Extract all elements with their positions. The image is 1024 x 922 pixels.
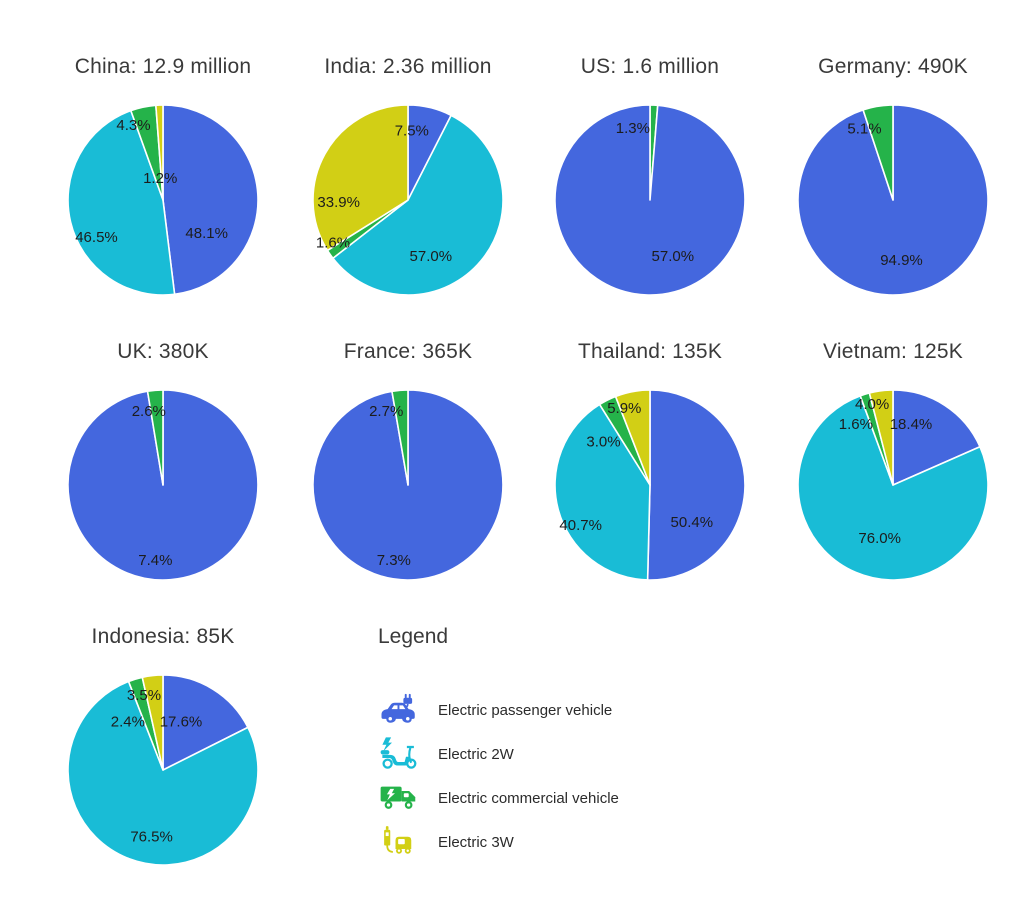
legend-item-electric-commercial-vehicle: Electric commercial vehicle [378,776,738,820]
pie-wrap: 94.9% 5.1% [771,102,1015,298]
pie-slice [146,389,164,486]
pie-wrap: 17.6% 76.5% 2.4% 3.5% [41,672,285,868]
pie-slice-label: 57.0% [652,248,695,265]
pie-wrap: 50.4% 40.7% 3.0% 5.9% [528,387,772,583]
legend-label: Electric 2W [438,745,514,763]
pie-title-india: India: 2.36 million [324,55,492,78]
pie-slice [892,389,981,486]
legend-label: Electric passenger vehicle [438,701,613,719]
pie-cell-uk: UK: 380K 7.4% 2.6% [41,325,285,583]
pie-slice-label: 50.4% [671,514,714,531]
pie-slice-label: 5.9% [607,400,641,417]
pie-chart-china: 48.1% 46.5% 4.3% 1.2% [67,104,259,296]
pie-chart-france: 7.3% 2.7% [312,389,504,581]
pie-slice [162,104,259,296]
pie-slice [797,395,989,581]
pie-chart-germany: 94.9% 5.1% [797,104,989,296]
pie-cell-vietnam: Vietnam: 125K 18.4% 76.0% 1.6% 4.0% [771,325,1015,583]
pie-title-indonesia: Indonesia: 85K [91,625,235,648]
pie-slice-label: 48.1% [185,225,228,242]
pie-cell-us: US: 1.6 million 1.3% 57.0% [528,40,772,298]
legend-item-electric-2w: Electric 2W [378,732,738,776]
pie-cell-france: France: 365K 7.3% 2.7% [286,325,530,583]
electric-three-wheeler-icon [378,823,420,861]
pie-slice [862,104,894,201]
pie-chart-uk: 7.4% 2.6% [67,389,259,581]
pie-wrap: 7.5% 57.0% 1.6% 33.9% [286,102,530,298]
electric-scooter-icon [378,735,420,773]
pie-wrap: 7.4% 2.6% [41,387,285,583]
pie-slice-label: 1.2% [143,170,177,187]
legend-item-electric-3w: Electric 3W [378,820,738,864]
pie-slice-label: 2.6% [132,403,166,420]
pie-slice-label: 4.0% [855,396,889,413]
pie-slice [646,389,746,581]
pie-slice-label: 4.3% [116,117,150,134]
pie-title-us: US: 1.6 million [580,55,720,78]
pie-title-uk: UK: 380K [117,340,209,363]
pie-slice-label: 1.6% [839,416,873,433]
pie-wrap: 18.4% 76.0% 1.6% 4.0% [771,387,1015,583]
electric-truck-icon [378,779,420,817]
pie-title-thailand: Thailand: 135K [577,340,723,363]
pie-chart-indonesia: 17.6% 76.5% 2.4% 3.5% [67,674,259,866]
pie-chart-thailand: 50.4% 40.7% 3.0% 5.9% [554,389,746,581]
pie-slice-label: 18.4% [890,416,933,433]
pie-slice-label: 2.7% [369,403,403,420]
electric-car-icon [378,691,420,729]
pie-slice-label: 1.6% [316,235,350,252]
pie-title-germany: Germany: 490K [818,55,968,78]
pie-title-france: France: 365K [343,340,473,363]
pie-slice [162,674,249,771]
pie-slice-label: 57.0% [410,248,453,265]
pie-slice-label: 7.3% [377,552,411,569]
pie-chart-us: 1.3% 57.0% [554,104,746,296]
legend-title: Legend [378,625,449,648]
pie-slice-label: 1.3% [616,120,650,137]
pie-wrap: 48.1% 46.5% 4.3% 1.2% [41,102,285,298]
pie-wrap: 1.3% 57.0% [528,102,772,298]
pie-cell-indonesia: Indonesia: 85K 17.6% 76.5% 2.4% 3.5% [41,610,285,868]
pie-chart-vietnam: 18.4% 76.0% 1.6% 4.0% [797,389,989,581]
pie-title-vietnam: Vietnam: 125K [823,340,963,363]
pie-slice [554,104,746,296]
pie-slice-label: 3.0% [586,433,620,450]
legend: Legend Electric passenger vehicle [378,624,738,864]
pie-cell-china: China: 12.9 million 48.1% 46.5% 4.3% 1.2% [41,40,285,298]
pie-slice [67,109,176,296]
pie-cell-germany: Germany: 490K 94.9% 5.1% [771,40,1015,298]
pie-wrap: 7.3% 2.7% [286,387,530,583]
pie-slice-label: 5.1% [847,121,881,138]
pie-slice-label: 7.4% [138,552,172,569]
pie-slice [67,680,259,866]
pie-slice-label: 46.5% [75,229,118,246]
pie-slice [614,389,651,486]
pie-slice-label: 3.5% [127,687,161,704]
pie-slice-label: 40.7% [559,517,602,534]
pie-slice-label: 17.6% [160,713,203,730]
pie-slice [141,674,164,771]
pie-slice [312,104,409,252]
pie-cell-thailand: Thailand: 135K 50.4% 40.7% 3.0% 5.9% [528,325,772,583]
pie-slice-label: 76.0% [858,530,901,547]
pie-chart-india: 7.5% 57.0% 1.6% 33.9% [312,104,504,296]
pie-slice-label: 7.5% [395,123,429,140]
pie-slice [332,114,504,296]
pie-slice-label: 94.9% [880,252,923,269]
pie-slice-label: 76.5% [130,828,173,845]
pie-cell-india: India: 2.36 million 7.5% 57.0% 1.6% 33.9% [286,40,530,298]
pie-slice-label: 33.9% [317,194,360,211]
legend-items: Electric passenger vehicle Electric 2W [378,688,738,864]
legend-label: Electric commercial vehicle [438,789,619,807]
legend-label: Electric 3W [438,833,514,851]
pie-slice [391,389,409,486]
legend-item-electric-passenger-vehicle: Electric passenger vehicle [378,688,738,732]
pie-slice [868,389,894,486]
pie-title-china: China: 12.9 million [74,55,252,78]
pie-slice [155,104,164,201]
pie-slice-label: 2.4% [111,713,145,730]
